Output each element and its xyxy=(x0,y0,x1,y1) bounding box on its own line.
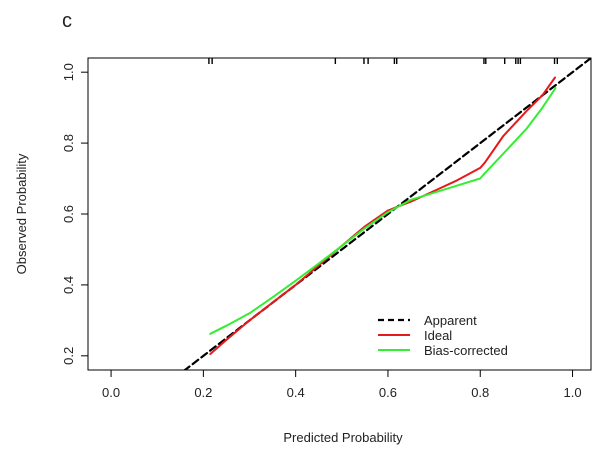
axes: 0.0 0.2 0.4 0.6 0.8 1.0 0.2 0.4 0.6 0.8 1.0 xyxy=(61,57,592,400)
legend: Apparent Ideal Bias-corrected xyxy=(378,313,508,358)
panel-label: c xyxy=(62,10,72,32)
y-tick-label: 0.6 xyxy=(61,205,76,223)
x-tick-label: 0.6 xyxy=(379,385,397,400)
x-tick-label: 1.0 xyxy=(564,385,582,400)
plot-area xyxy=(183,58,591,370)
series-line-apparent xyxy=(183,58,591,370)
x-tick-label: 0.0 xyxy=(102,385,120,400)
legend-label-bias-corrected: Bias-corrected xyxy=(424,343,508,358)
plot-frame xyxy=(87,57,592,371)
x-axis-label: Predicted Probability xyxy=(283,430,403,445)
series-line-bias-corrected xyxy=(209,87,557,335)
x-tick-label: 0.2 xyxy=(194,385,212,400)
y-tick-label: 0.2 xyxy=(61,347,76,365)
y-tick-label: 0.8 xyxy=(61,134,76,152)
series-layer xyxy=(183,58,591,370)
legend-label-apparent: Apparent xyxy=(424,313,477,328)
x-tick-label: 0.8 xyxy=(471,385,489,400)
y-tick-label: 0.4 xyxy=(61,276,76,294)
y-axis-label: Observed Probability xyxy=(14,153,29,274)
legend-label-ideal: Ideal xyxy=(424,328,452,343)
y-tick-label: 1.0 xyxy=(61,63,76,81)
rug-marks xyxy=(208,58,559,64)
x-tick-label: 0.4 xyxy=(287,385,305,400)
